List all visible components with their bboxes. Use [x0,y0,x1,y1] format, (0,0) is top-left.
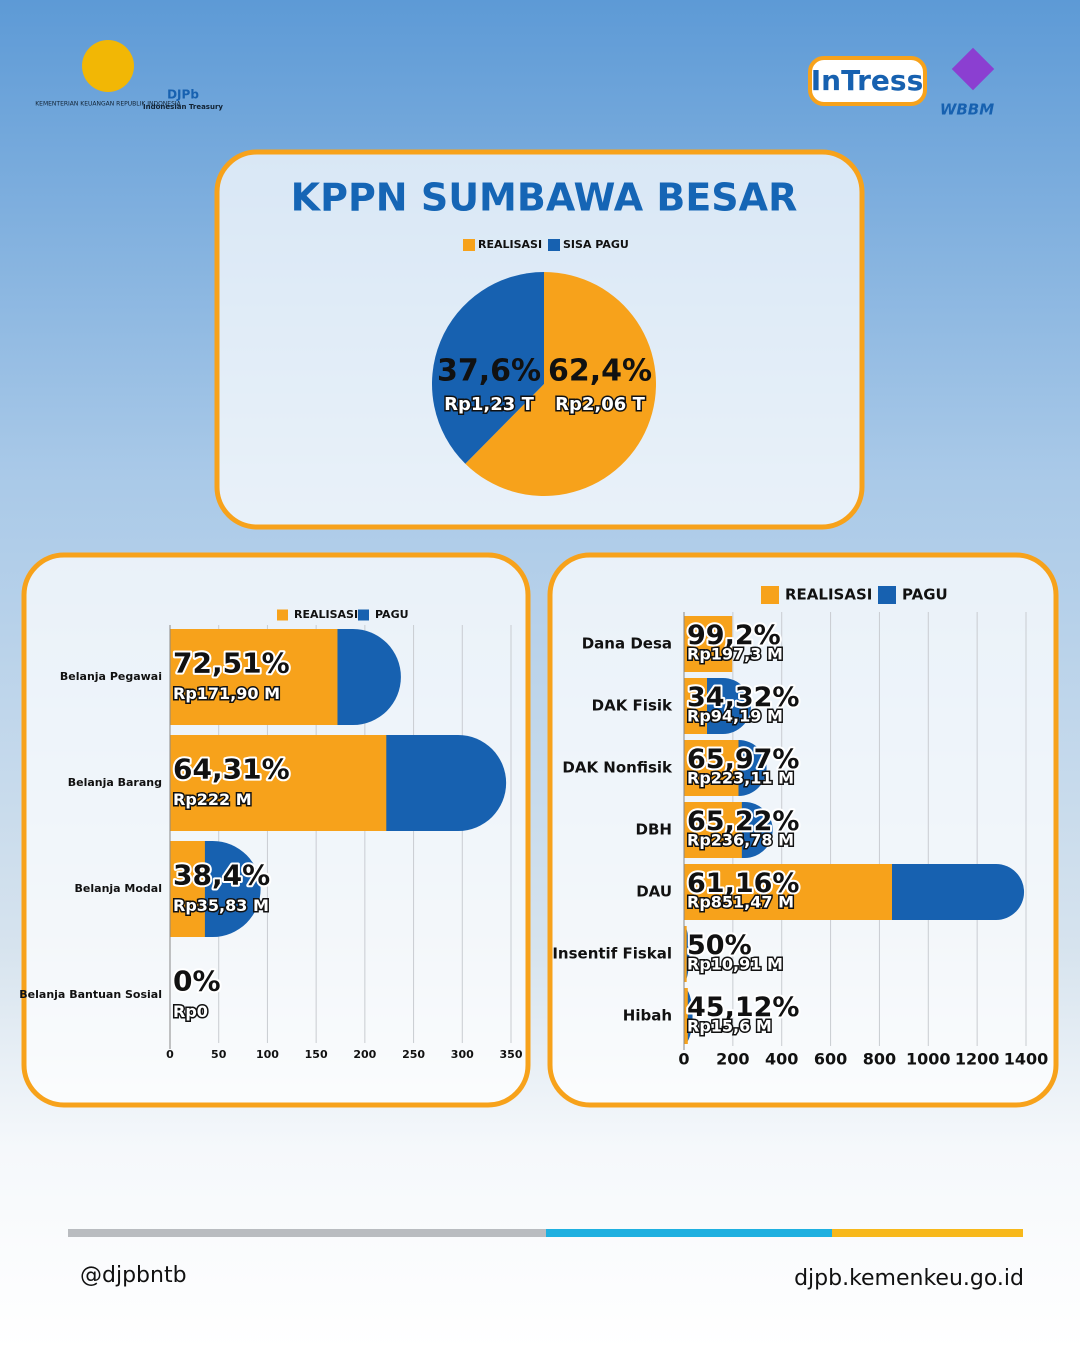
category-label: Belanja Modal [75,882,162,895]
category-label: Hibah [623,1007,672,1025]
category-label: DAK Nonfisik [562,759,673,777]
footer-bar [68,1229,546,1237]
realisasi-bar [684,678,708,734]
pie-slice [432,272,544,464]
footer-handle: @djpbntb [80,1263,187,1288]
legend-label: PAGU [375,608,409,621]
amount-label: Rp851,47 M [687,892,794,911]
percent-label: 50% [687,930,752,961]
realisasi-bar [170,841,205,937]
panel [547,552,1059,1108]
x-tick-label: 1400 [1004,1050,1049,1069]
legend-label: REALISASI [478,238,542,251]
amount-label: Rp222 M [173,790,252,809]
legend-swatch [463,239,475,251]
percent-label: 34,32% [687,682,799,713]
amount-label: Rp0 [173,1002,208,1021]
x-tick-label: 300 [451,1048,474,1061]
realisasi-bar [684,802,742,858]
intress-logo: InTress [811,64,924,97]
x-tick-label: 0 [678,1050,689,1069]
realisasi-bar [684,988,688,1044]
x-tick-label: 1200 [955,1050,1000,1069]
x-tick-label: 50 [211,1048,227,1061]
category-label: DBH [636,821,672,839]
x-tick-label: 100 [256,1048,279,1061]
percent-label: 99,2% [687,620,781,651]
x-tick-label: 800 [863,1050,896,1069]
djpb-sub: Indonesian Treasury [143,103,223,111]
slice-label: 37,6% [437,354,541,389]
amount-label: Rp15,6 M [687,1016,772,1035]
legend-swatch [548,239,560,251]
percent-label: 64,31% [173,753,290,786]
legend-label: SISA PAGU [563,238,629,251]
percent-label: 0% [173,965,221,998]
category-label: Belanja Pegawai [60,670,162,683]
legend-label: REALISASI [294,608,358,621]
legend-swatch [277,609,288,621]
legend-label: REALISASI [785,586,872,604]
realisasi-bar [170,629,338,725]
x-tick-label: 0 [166,1048,174,1061]
category-label: DAU [636,883,672,901]
category-label: Insentif Fiskal [552,945,672,963]
amount-label: Rp35,83 M [173,896,269,915]
x-tick-label: 200 [716,1050,749,1069]
amount-label: Rp94,19 M [687,706,783,725]
legend-swatch [358,609,369,621]
percent-label: 65,22% [687,806,799,837]
amount-label: Rp171,90 M [173,684,280,703]
wbbm-logo: WBBM [940,101,994,119]
x-tick-label: 350 [500,1048,523,1061]
realisasi-bar [684,926,687,982]
footer-bar [832,1229,1023,1237]
x-tick-label: 1000 [906,1050,951,1069]
intress-badge [808,56,927,106]
realisasi-bar [170,735,387,831]
footer-website: djpb.kemenkeu.go.id [794,1266,1024,1291]
pie-slice [465,272,656,497]
slice-amount: Rp1,23 T [444,394,534,415]
slice-label: 62,4% [548,354,652,389]
chart-title: KPPN SUMBAWA BESAR [291,176,798,220]
ministry-name: KEMENTERIAN KEUANGAN REPUBLIK INDONESIA [35,101,181,108]
category-label: Belanja Barang [68,776,162,789]
percent-label: 65,97% [687,744,799,775]
djpb-logo: DJPb [167,88,199,102]
x-tick-label: 600 [814,1050,847,1069]
percent-label: 72,51% [173,647,290,680]
legend-swatch [761,586,779,604]
amount-label: Rp197,3 M [687,644,783,663]
x-tick-label: 250 [402,1048,425,1061]
realisasi-bar [684,616,733,672]
category-label: DAK Fisik [592,697,673,715]
realisasi-bar [684,864,893,920]
slice-amount: Rp2,06 T [555,394,645,415]
legend-swatch [878,586,896,604]
percent-label: 45,12% [687,992,799,1023]
realisasi-bar [684,740,739,796]
amount-label: Rp223,11 M [687,768,794,787]
x-tick-label: 200 [353,1048,376,1061]
percent-label: 61,16% [687,868,799,899]
category-label: Belanja Bantuan Sosial [19,988,162,1001]
percent-label: 38,4% [173,859,270,892]
ministry-logo [82,40,134,92]
legend-label: PAGU [902,586,948,604]
footer-bar [546,1229,832,1237]
amount-label: Rp10,91 M [687,954,783,973]
x-tick-label: 400 [765,1050,798,1069]
x-tick-label: 150 [305,1048,328,1061]
category-label: Dana Desa [582,635,672,653]
amount-label: Rp236,78 M [687,830,794,849]
